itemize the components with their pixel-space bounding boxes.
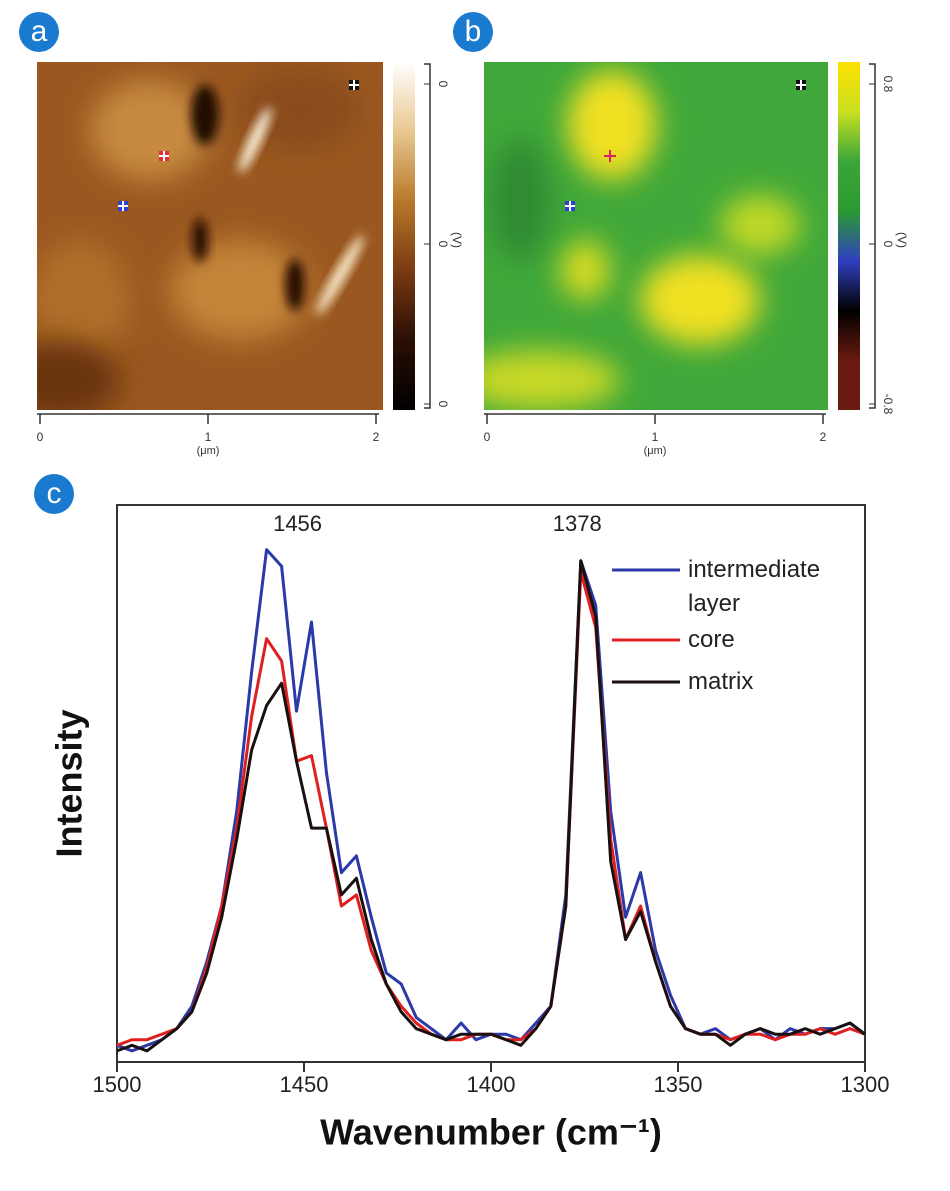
colorbar-tick-label: -0.8 <box>881 394 895 415</box>
colorbar-tick-label: 0.8 <box>881 76 895 93</box>
x-tick-label: 1500 <box>93 1072 142 1097</box>
colorbar-axis <box>424 63 431 409</box>
x-tick-label: 0 <box>484 430 491 444</box>
panel-badge <box>453 12 493 52</box>
colorbar-axis <box>869 63 876 409</box>
colorbar <box>838 62 860 410</box>
panel-label: b <box>465 15 482 48</box>
x-axis-label: Wavenumber (cm⁻¹) <box>320 1112 662 1153</box>
legend-label: intermediate layer <box>688 556 821 617</box>
x-tick-label: 2 <box>820 430 827 444</box>
colorbar-tick-label: 0 <box>436 81 450 88</box>
x-tick-label: 1450 <box>280 1072 329 1097</box>
x-tick-label: 2 <box>373 430 380 444</box>
y-axis-label: Intensity <box>49 709 90 857</box>
legend-label: core <box>688 626 735 653</box>
x-axis-label: (μm) <box>197 445 220 457</box>
panel-label: c <box>47 477 62 510</box>
colorbar-label: (V) <box>450 232 464 248</box>
x-tick-label: 0 <box>37 430 44 444</box>
series-line <box>116 559 866 1053</box>
peak-annotation: 1378 <box>553 511 602 536</box>
panel-badge <box>19 12 59 52</box>
x-tick-label: 1350 <box>654 1072 703 1097</box>
x-tick-label: 1 <box>652 430 659 444</box>
colorbar-tick-label: 0 <box>436 241 450 248</box>
kpfm-image <box>484 62 828 410</box>
x-tick-label: 1400 <box>467 1072 516 1097</box>
markers <box>118 80 806 211</box>
colorbar-tick-label: 0 <box>436 401 450 408</box>
panel-badge <box>34 474 74 514</box>
panel-label: a <box>31 15 48 48</box>
colorbar <box>393 62 415 410</box>
legend-label: matrix <box>688 668 754 695</box>
colorbar-label: (V) <box>895 232 909 248</box>
colorbar-tick-label: 0 <box>881 241 895 248</box>
x-axis-label: (μm) <box>644 445 667 457</box>
peak-annotation: 1456 <box>273 511 322 536</box>
afm-image <box>37 62 383 410</box>
x-tick-label: 1 <box>205 430 212 444</box>
x-tick-label: 1300 <box>841 1072 890 1097</box>
